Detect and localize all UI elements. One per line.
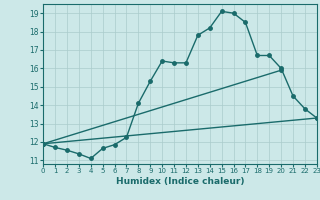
X-axis label: Humidex (Indice chaleur): Humidex (Indice chaleur) — [116, 177, 244, 186]
